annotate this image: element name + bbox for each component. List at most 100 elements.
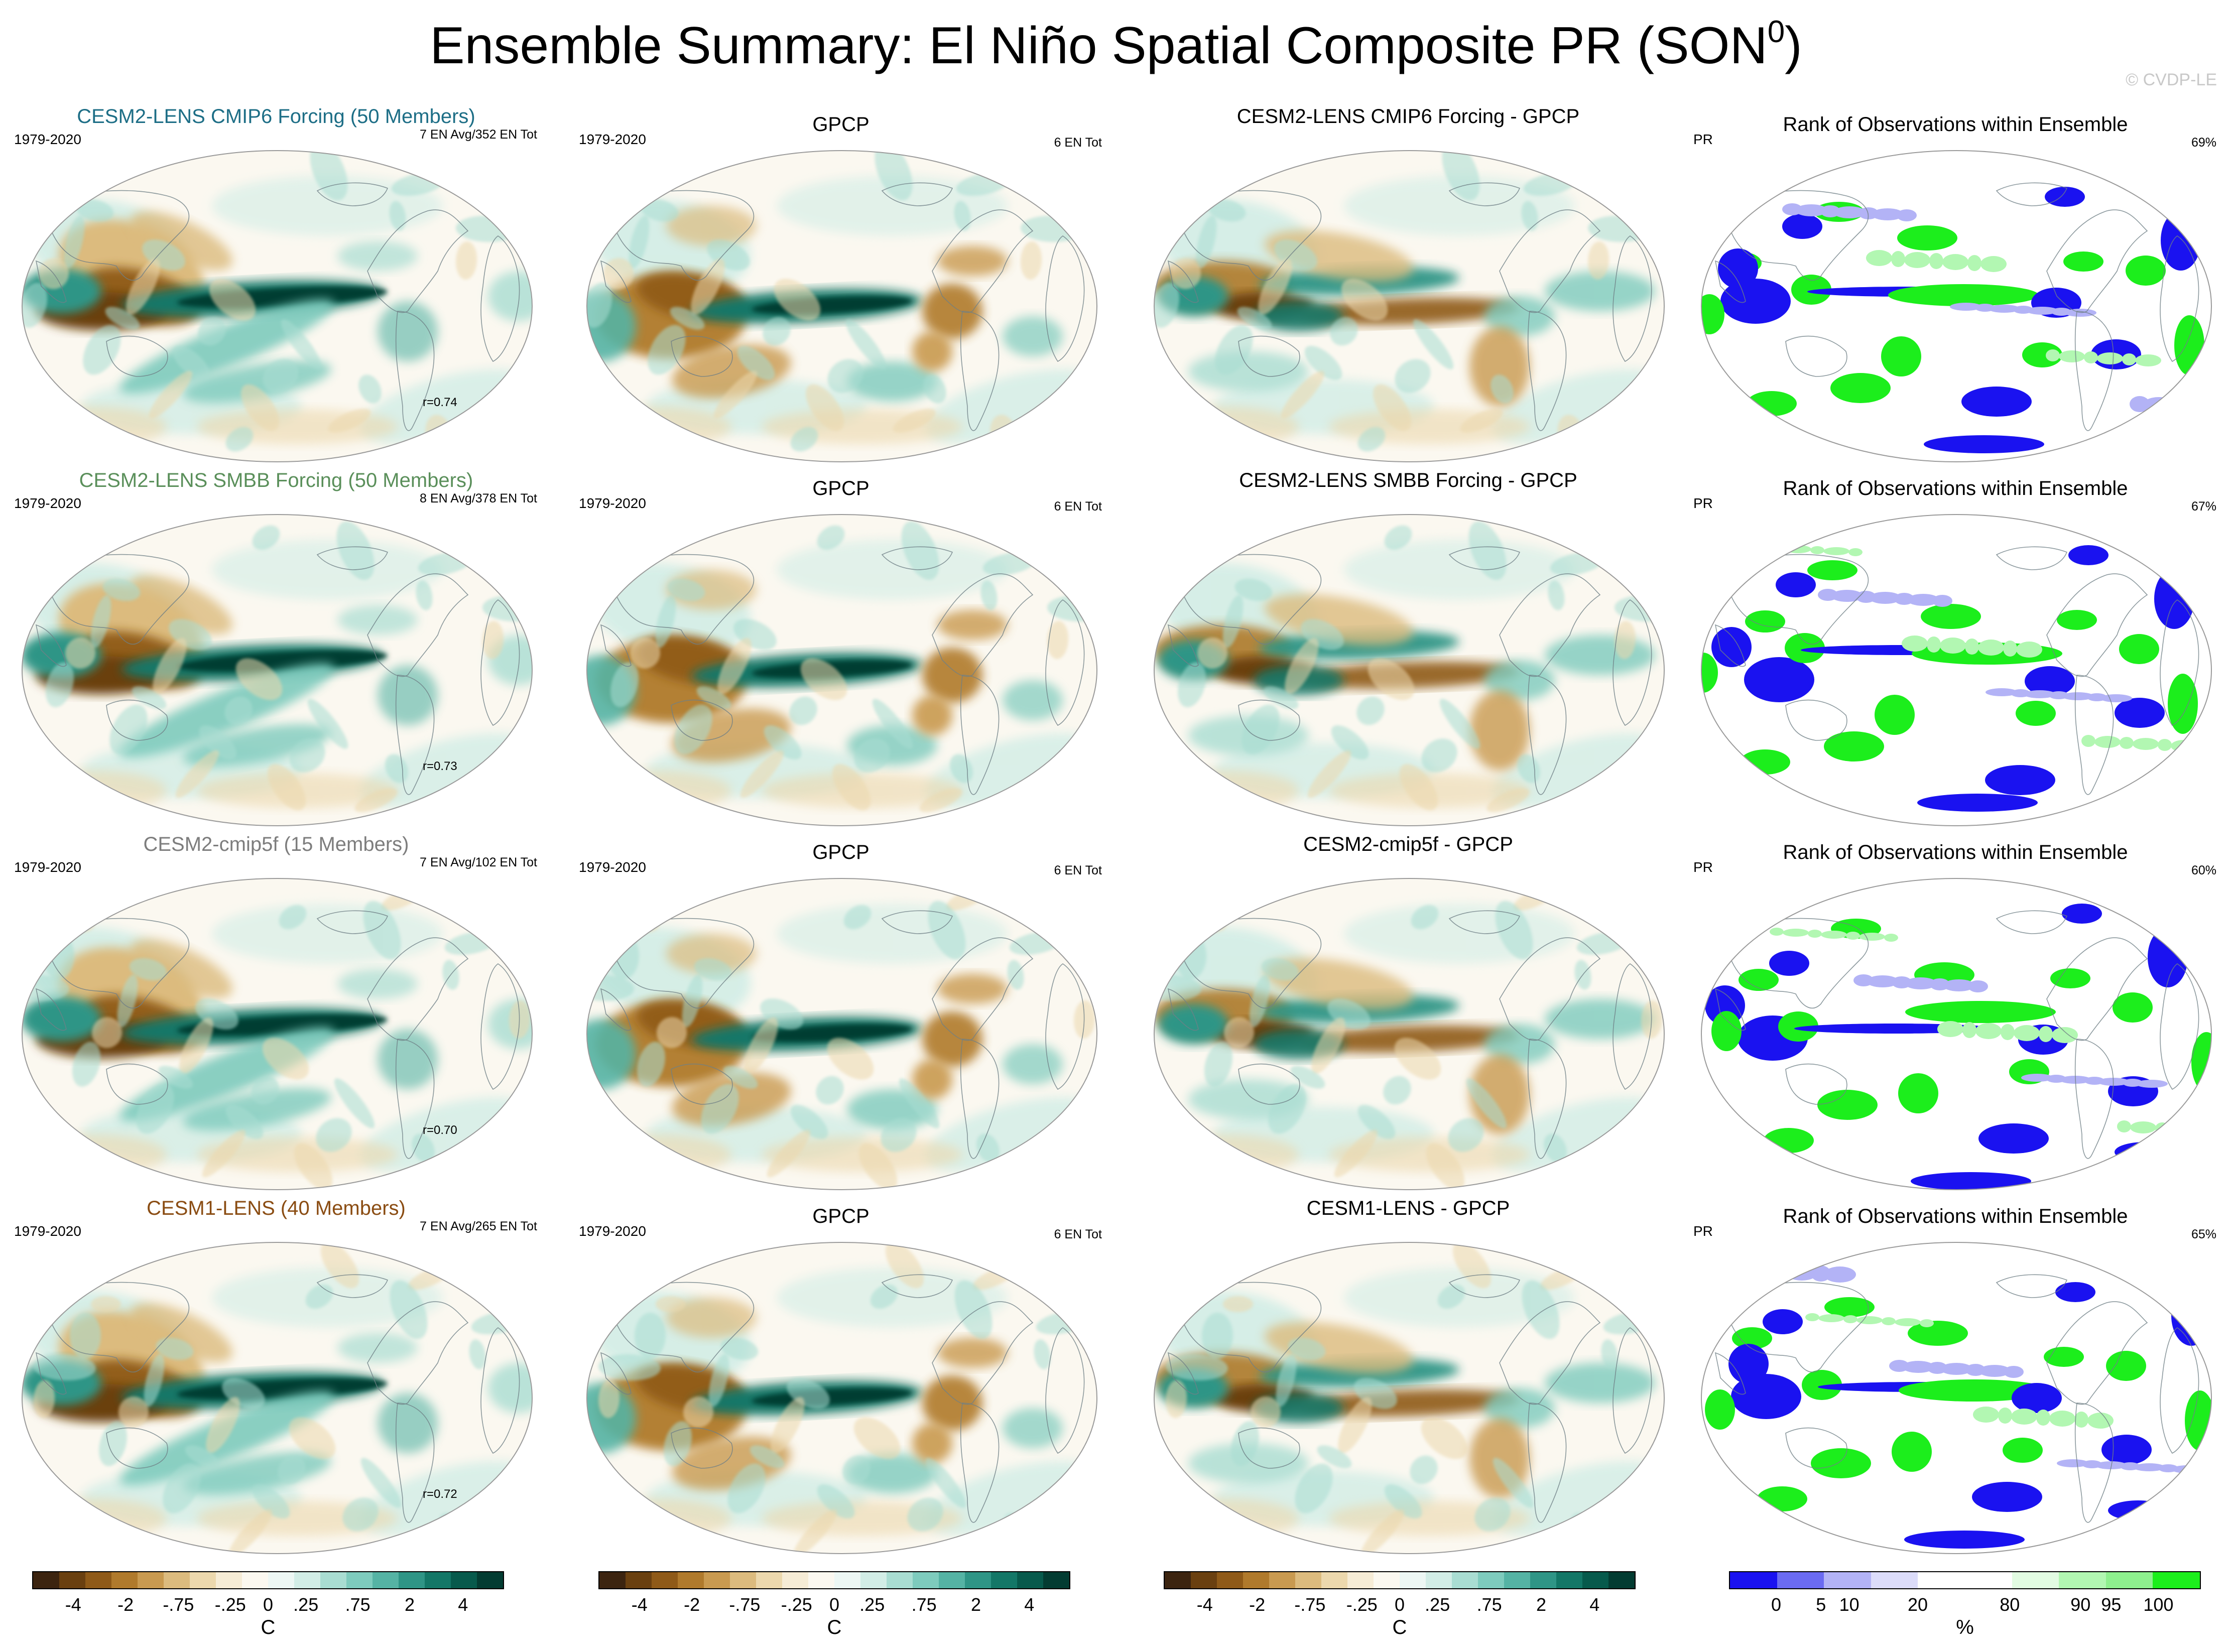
colorbar-tick-label: 5 bbox=[1816, 1594, 1826, 1615]
colorbar-swatch bbox=[2012, 1572, 2059, 1588]
colorbar-swatch bbox=[1777, 1572, 1824, 1588]
copyright-label: © CVDP-LE bbox=[2126, 70, 2217, 89]
colorbar-tick-label: 90 bbox=[2070, 1594, 2091, 1615]
colorbar-swatch bbox=[1295, 1572, 1321, 1588]
colorbar-swatch bbox=[373, 1572, 399, 1588]
colorbar-swatch bbox=[1269, 1572, 1295, 1588]
colorbar-swatch bbox=[425, 1572, 451, 1588]
map-svg bbox=[22, 1242, 533, 1554]
map-rank bbox=[1695, 510, 2217, 831]
colorbar-tick-label: .75 bbox=[911, 1594, 937, 1615]
colorbar-tick-label: .75 bbox=[1476, 1594, 1502, 1615]
colorbar-swatch bbox=[59, 1572, 85, 1588]
period-label: 1979-2020 bbox=[579, 495, 646, 511]
rank-variable: PR bbox=[1693, 1223, 1713, 1239]
period-label: 1979-2020 bbox=[14, 495, 81, 511]
colorbar-tick-label: -2 bbox=[684, 1594, 700, 1615]
colorbar-swatches bbox=[1164, 1571, 1636, 1589]
colorbar-diff: -4 -2 -.75 -.25 0 .25 .75 2 4 C bbox=[1164, 1571, 1636, 1641]
colorbar-swatch bbox=[1400, 1572, 1426, 1588]
colorbar-swatch bbox=[1347, 1572, 1374, 1588]
rank-title: Rank of Observations within Ensemble bbox=[1783, 841, 2128, 863]
colorbar-tick-label: -2 bbox=[1249, 1594, 1266, 1615]
map-svg bbox=[22, 150, 533, 462]
map-svg bbox=[1701, 1242, 2212, 1554]
colorbar-swatch bbox=[599, 1572, 626, 1588]
obs-title: GPCP bbox=[812, 841, 870, 863]
obs-info: 6 EN Tot bbox=[1054, 136, 1102, 150]
colorbar-swatch bbox=[1452, 1572, 1478, 1588]
pattern-correlation: r=0.73 bbox=[423, 759, 457, 773]
colorbar-tick-label: 80 bbox=[2000, 1594, 2020, 1615]
colorbar-swatch bbox=[1556, 1572, 1582, 1588]
map-rank bbox=[1695, 1237, 2217, 1559]
colorbar-swatch bbox=[626, 1572, 652, 1588]
colorbar-swatch bbox=[652, 1572, 678, 1588]
map-obs bbox=[581, 1237, 1103, 1559]
ensemble-info: 7 EN Avg/102 EN Tot bbox=[420, 855, 537, 869]
map-obs bbox=[581, 873, 1103, 1195]
obs-title: GPCP bbox=[812, 477, 870, 499]
model-title: CESM1-LENS (40 Members) bbox=[147, 1197, 406, 1219]
panel-diff-row2: CESM2-LENS SMBB Forcing - GPCP bbox=[1137, 469, 1679, 832]
colorbar-swatch bbox=[1871, 1572, 1918, 1588]
rank-variable: PR bbox=[1693, 495, 1713, 511]
colorbar-tick-label: 2 bbox=[404, 1594, 415, 1615]
colorbar-tick-label: -.25 bbox=[1346, 1594, 1378, 1615]
panel-model-row3: CESM2-cmip5f (15 Members) 1979-2020 7 EN… bbox=[5, 833, 547, 1196]
colorbar-swatch bbox=[834, 1572, 860, 1588]
ensemble-info: 8 EN Avg/378 EN Tot bbox=[420, 491, 537, 505]
colorbar-swatches bbox=[1729, 1571, 2201, 1589]
map-diff bbox=[1148, 1237, 1670, 1559]
map-obs bbox=[581, 510, 1103, 831]
colorbar-tick-label: 4 bbox=[1024, 1594, 1035, 1615]
colorbar-swatch bbox=[294, 1572, 320, 1588]
panel-obs-row2: GPCP 1979-2020 6 EN Tot bbox=[570, 469, 1112, 832]
colorbar-swatch bbox=[939, 1572, 965, 1588]
colorbar-tick-label: -.75 bbox=[1294, 1594, 1326, 1615]
rank-title: Rank of Observations within Ensemble bbox=[1783, 1205, 2128, 1227]
obs-title: GPCP bbox=[812, 1205, 870, 1227]
colorbar-swatch bbox=[1191, 1572, 1217, 1588]
colorbar-swatch bbox=[808, 1572, 834, 1588]
colorbar-swatches bbox=[598, 1571, 1070, 1589]
colorbar-swatch bbox=[320, 1572, 346, 1588]
panel-diff-row3: CESM2-cmip5f - GPCP bbox=[1137, 833, 1679, 1196]
colorbar-swatch bbox=[730, 1572, 756, 1588]
colorbar-swatch bbox=[1582, 1572, 1608, 1588]
rank-title: Rank of Observations within Ensemble bbox=[1783, 477, 2128, 499]
panel-rank-row4: Rank of Observations within Ensemble PR … bbox=[1684, 1197, 2226, 1560]
map-svg bbox=[1154, 514, 1665, 826]
map-model bbox=[16, 510, 538, 831]
figure-title: Ensemble Summary: El Niño Spatial Compos… bbox=[430, 15, 1802, 75]
colorbar-tick-label: -.25 bbox=[781, 1594, 812, 1615]
pattern-correlation: r=0.72 bbox=[423, 1487, 457, 1501]
colorbar-swatch bbox=[346, 1572, 373, 1588]
colorbar-unit: C bbox=[1392, 1616, 1407, 1638]
obs-info: 6 EN Tot bbox=[1054, 499, 1102, 514]
pattern-correlation: r=0.74 bbox=[423, 396, 457, 409]
colorbar-swatch bbox=[111, 1572, 138, 1588]
colorbar-swatch bbox=[1017, 1572, 1043, 1588]
period-label: 1979-2020 bbox=[14, 132, 81, 147]
colorbar-swatch bbox=[451, 1572, 477, 1588]
colorbar-tick-label: 20 bbox=[1907, 1594, 1928, 1615]
colorbar-tick-label: -.75 bbox=[163, 1594, 194, 1615]
map-svg bbox=[1701, 878, 2212, 1190]
diff-title: CESM1-LENS - GPCP bbox=[1306, 1197, 1510, 1219]
panel-obs-row3: GPCP 1979-2020 6 EN Tot bbox=[570, 833, 1112, 1196]
colorbar-tick-label: -4 bbox=[631, 1594, 648, 1615]
map-model bbox=[16, 873, 538, 1195]
colorbar-tick-label: .25 bbox=[859, 1594, 885, 1615]
colorbar-tick-label: 0 bbox=[263, 1594, 274, 1615]
ensemble-info: 7 EN Avg/352 EN Tot bbox=[420, 128, 537, 142]
colorbar-swatch bbox=[860, 1572, 887, 1588]
panel-rank-row2: Rank of Observations within Ensemble PR … bbox=[1684, 469, 2226, 832]
obs-info: 6 EN Tot bbox=[1054, 1227, 1102, 1241]
colorbar-rank: 0 5 10 20 80 90 95 100% bbox=[1729, 1571, 2201, 1641]
diff-title: CESM2-LENS CMIP6 Forcing - GPCP bbox=[1236, 105, 1580, 128]
colorbar-tick-label: 95 bbox=[2101, 1594, 2122, 1615]
panel-model-row4: CESM1-LENS (40 Members) 1979-2020 7 EN A… bbox=[5, 1197, 547, 1560]
colorbar-tick-label: .25 bbox=[1425, 1594, 1450, 1615]
colorbar-tick-label: 10 bbox=[1839, 1594, 1859, 1615]
